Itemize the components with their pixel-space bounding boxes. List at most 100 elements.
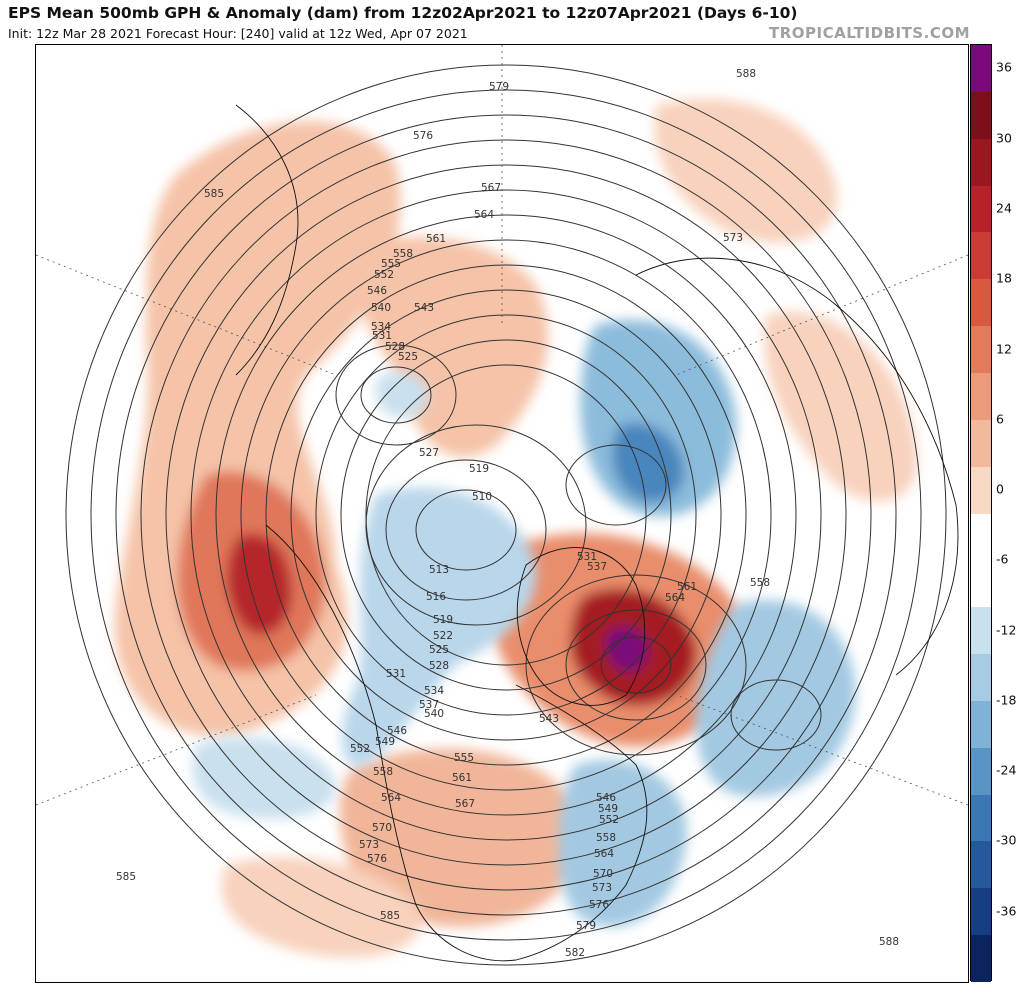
anomaly-trough-pacific <box>192 737 336 819</box>
colorbar-tick-label: -30 <box>996 832 1017 848</box>
contour-label: 540 <box>424 708 444 720</box>
contour-label: 573 <box>723 232 743 244</box>
colorbar-segment <box>971 138 991 187</box>
colorbar-segment <box>971 513 991 561</box>
contour-label: 531 <box>577 551 597 563</box>
contour-label: 585 <box>204 188 224 200</box>
contour-label: 519 <box>433 614 453 626</box>
contour-label: 558 <box>373 766 393 778</box>
coast-asia-east <box>235 104 299 376</box>
contour-label: 537 <box>419 699 439 711</box>
contour-label: 567 <box>455 798 475 810</box>
colorbar-tick-label: -36 <box>996 903 1017 919</box>
contour-label: 564 <box>594 848 614 860</box>
contour-label: 561 <box>426 233 446 245</box>
contour-label: 546 <box>387 725 407 737</box>
chart-subtitle: Init: 12z Mar 28 2021 Forecast Hour: [24… <box>8 26 468 41</box>
contour-label: 576 <box>367 853 387 865</box>
chart-title: EPS Mean 500mb GPH & Anomaly (dam) from … <box>8 4 798 22</box>
colorbar-segment <box>971 654 991 702</box>
contour-label: 546 <box>596 792 616 804</box>
colorbar-tick-label: 18 <box>996 270 1012 286</box>
colorbar-segment <box>971 841 991 889</box>
colorbar-segment <box>971 747 991 796</box>
colorbar-tick-label: 6 <box>996 411 1004 427</box>
contour-label: 570 <box>593 868 613 880</box>
contour-label: 546 <box>367 285 387 297</box>
contour-label: 531 <box>372 330 392 342</box>
anomaly-greenland-peak <box>605 626 649 672</box>
contour-label: 525 <box>398 351 418 363</box>
colorbar-tick-label: -18 <box>996 692 1017 708</box>
site-credit: TROPICALTIDBITS.COM <box>769 24 970 42</box>
contour-label: 576 <box>413 130 433 142</box>
colorbar-tick-label: 30 <box>996 130 1012 146</box>
coast-greenland <box>516 547 646 706</box>
contour-label: 519 <box>469 463 489 475</box>
contour-label: 543 <box>539 713 559 725</box>
contour-label: 585 <box>116 871 136 883</box>
colorbar-segment <box>971 326 991 374</box>
contour-label: 558 <box>750 577 770 589</box>
contour-label: 564 <box>665 592 685 604</box>
colorbar-tick-label: 12 <box>996 341 1012 357</box>
anomaly-trough-canada <box>342 487 537 767</box>
anomaly-europe-ridge <box>764 311 918 502</box>
contour-label: 573 <box>592 882 612 894</box>
colorbar-segment <box>971 372 991 421</box>
colorbar-segment <box>971 607 991 655</box>
contour-label: 528 <box>429 660 449 672</box>
contour-label: 510 <box>472 491 492 503</box>
contour-label: 564 <box>474 209 494 221</box>
colorbar-segment <box>971 700 991 749</box>
contour-label: 525 <box>429 644 449 656</box>
contour-label: 527 <box>419 447 439 459</box>
map-canvas: 576 579 585 588 567 564 573 561 558 555 … <box>36 45 968 966</box>
contour-label: 588 <box>736 68 756 80</box>
colorbar-segment <box>971 794 991 842</box>
contour-label: 549 <box>375 736 395 748</box>
colorbar-segment <box>971 91 991 140</box>
anomaly-ridge-west-peak <box>226 533 292 635</box>
contour-label: 528 <box>385 341 405 353</box>
contour-label: 570 <box>372 822 392 834</box>
colorbar-segment <box>971 888 991 936</box>
colorbar-segment <box>971 232 991 280</box>
height-contours <box>65 64 947 966</box>
anomaly-siberia-ridge <box>654 98 838 243</box>
colorbar-segment <box>971 419 991 468</box>
contour-label: 531 <box>386 668 406 680</box>
colorbar-tick-label: 24 <box>996 200 1012 216</box>
contour-label: 576 <box>589 899 609 911</box>
contour-label: 552 <box>374 269 394 281</box>
colorbar-segment <box>971 935 991 983</box>
contour-labels: 576 579 585 588 567 564 573 561 558 555 … <box>116 68 899 959</box>
contour-label: 513 <box>429 564 449 576</box>
contour-label: 549 <box>598 803 618 815</box>
colorbar <box>970 44 992 983</box>
anomaly-arctic-ridge <box>356 237 549 457</box>
contour-label: 534 <box>424 685 444 697</box>
contour-label: 579 <box>489 81 509 93</box>
colorbar-tick-label: -12 <box>996 622 1017 638</box>
contour-label: 573 <box>359 839 379 851</box>
colorbar-segment <box>971 560 991 608</box>
contour-label: 558 <box>596 832 616 844</box>
contour-label: 537 <box>587 561 607 573</box>
contour-label: 561 <box>677 581 697 593</box>
colorbar-segment <box>971 185 991 233</box>
colorbar-tick-label: 0 <box>996 481 1004 497</box>
colorbar-tick-label: -6 <box>996 551 1009 567</box>
colorbar-tick-label: 36 <box>996 59 1012 75</box>
contour-label: 552 <box>599 814 619 826</box>
contour-label: 585 <box>380 910 400 922</box>
contour-label: 579 <box>576 920 596 932</box>
coastlines <box>235 104 959 962</box>
contour-label: 564 <box>381 792 401 804</box>
contour-label: 588 <box>879 936 899 948</box>
coast-north-america <box>265 524 648 962</box>
anomaly-mexico-ridge <box>221 857 421 958</box>
contour-label: 552 <box>350 743 370 755</box>
contour-label: 540 <box>371 302 391 314</box>
colorbar-segment <box>971 466 991 514</box>
